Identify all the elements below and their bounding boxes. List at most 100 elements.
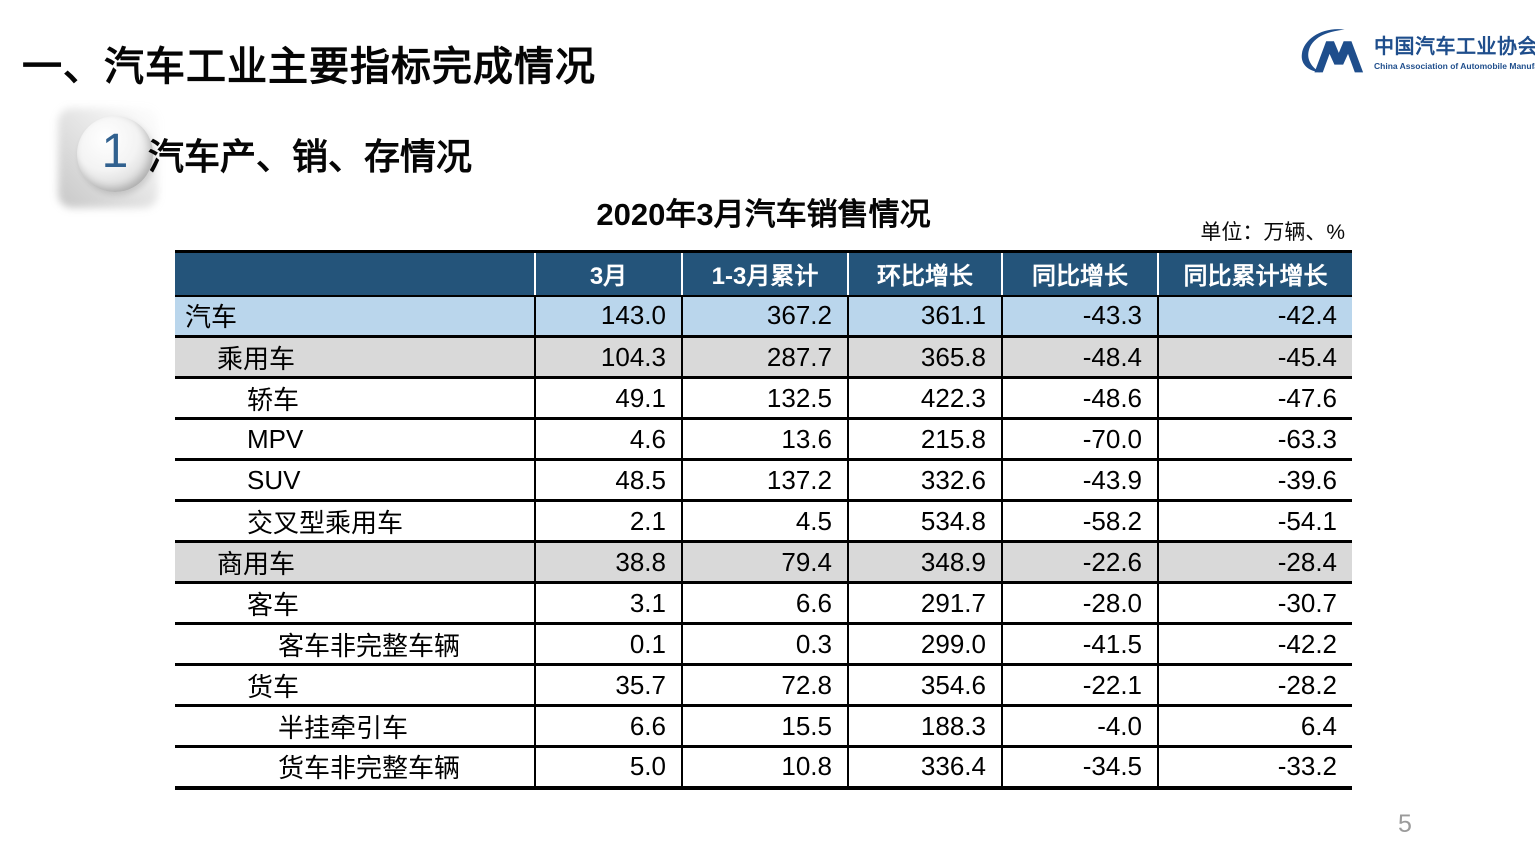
value-cell: -28.0	[1002, 582, 1159, 625]
value-cell: 5.0	[535, 746, 683, 788]
value-cell: -22.1	[1002, 664, 1159, 707]
value-cell: 0.3	[682, 623, 849, 666]
table-row: 轿车 49.1 132.5 422.3 -48.6 -47.6	[175, 377, 1352, 420]
value-cell: -54.1	[1158, 500, 1352, 543]
value-cell: 299.0	[848, 623, 1003, 666]
row-label: 轿车	[175, 377, 536, 420]
value-cell: 137.2	[682, 459, 849, 502]
table-row: 客车非完整车辆 0.1 0.3 299.0 -41.5 -42.2	[175, 623, 1352, 666]
value-cell: 188.3	[848, 705, 1003, 748]
table-row: SUV 48.5 137.2 332.6 -43.9 -39.6	[175, 459, 1352, 502]
value-cell: 6.4	[1158, 705, 1352, 748]
section-title: 汽车产、销、存情况	[148, 136, 473, 177]
value-cell: -47.6	[1158, 377, 1352, 420]
table-body: 汽车 143.0 367.2 361.1 -43.3 -42.4 乘用车 104.3 287.7…	[175, 295, 1352, 788]
value-cell: 49.1	[535, 377, 683, 420]
table-row: 交叉型乘用车 2.1 4.5 534.8 -58.2 -54.1	[175, 500, 1352, 543]
value-cell: 287.7	[682, 336, 849, 379]
value-cell: 15.5	[682, 705, 849, 748]
value-cell: -63.3	[1158, 418, 1352, 461]
value-cell: 104.3	[535, 336, 683, 379]
unit-label: 单位：万辆、%	[1200, 221, 1345, 244]
value-cell: -41.5	[1002, 623, 1159, 666]
value-cell: 48.5	[535, 459, 683, 502]
value-cell: 422.3	[848, 377, 1003, 420]
table-row: 货车非完整车辆 5.0 10.8 336.4 -34.5 -33.2	[175, 746, 1352, 788]
value-cell: -70.0	[1002, 418, 1159, 461]
value-cell: 35.7	[535, 664, 683, 707]
page-number: 5	[1398, 810, 1412, 838]
value-cell: -48.4	[1002, 336, 1159, 379]
value-cell: 291.7	[848, 582, 1003, 625]
table-title: 2020年3月汽车销售情况	[596, 197, 931, 232]
value-cell: 10.8	[682, 746, 849, 788]
value-cell: 72.8	[682, 664, 849, 707]
value-cell: 13.6	[682, 418, 849, 461]
value-cell: 6.6	[682, 582, 849, 625]
value-cell: 361.1	[848, 295, 1003, 338]
value-cell: -43.3	[1002, 295, 1159, 338]
table-row: 客车 3.1 6.6 291.7 -28.0 -30.7	[175, 582, 1352, 625]
table-header-row: 3月 1-3月累计 环比增长 同比增长 同比累计增长	[175, 251, 1352, 297]
table-row: MPV 4.6 13.6 215.8 -70.0 -63.3	[175, 418, 1352, 461]
column-header-label	[175, 251, 536, 297]
caam-logo-icon	[1301, 29, 1364, 73]
table-row: 商用车 38.8 79.4 348.9 -22.6 -28.4	[175, 541, 1352, 584]
caam-logo: 中国汽车工业协会 China Association of Automobile…	[1298, 26, 1535, 74]
row-label: 商用车	[175, 541, 536, 584]
table-row: 乘用车 104.3 287.7 365.8 -48.4 -45.4	[175, 336, 1352, 379]
row-label: 乘用车	[175, 336, 536, 379]
value-cell: 4.5	[682, 500, 849, 543]
value-cell: -33.2	[1158, 746, 1352, 788]
row-label: SUV	[175, 459, 536, 502]
value-cell: 143.0	[535, 295, 683, 338]
value-cell: -4.0	[1002, 705, 1159, 748]
value-cell: 132.5	[682, 377, 849, 420]
value-cell: -45.4	[1158, 336, 1352, 379]
value-cell: -28.4	[1158, 541, 1352, 584]
value-cell: -30.7	[1158, 582, 1352, 625]
logo-name-en: China Association of Automobile Manufact…	[1374, 60, 1535, 71]
value-cell: 0.1	[535, 623, 683, 666]
table-row: 半挂牵引车 6.6 15.5 188.3 -4.0 6.4	[175, 705, 1352, 748]
value-cell: -34.5	[1002, 746, 1159, 788]
table-row: 汽车 143.0 367.2 361.1 -43.3 -42.4	[175, 295, 1352, 338]
row-label: MPV	[175, 418, 536, 461]
section-number: 1	[101, 125, 129, 178]
value-cell: 2.1	[535, 500, 683, 543]
value-cell: 79.4	[682, 541, 849, 584]
value-cell: -22.6	[1002, 541, 1159, 584]
value-cell: 4.6	[535, 418, 683, 461]
value-cell: 367.2	[682, 295, 849, 338]
value-cell: -42.2	[1158, 623, 1352, 666]
column-header-yoy-growth: 同比增长	[1002, 251, 1159, 297]
value-cell: 332.6	[848, 459, 1003, 502]
column-header-yoy-cum-growth: 同比累计增长	[1158, 251, 1352, 297]
value-cell: -39.6	[1158, 459, 1352, 502]
column-header-march: 3月	[535, 251, 683, 297]
value-cell: 354.6	[848, 664, 1003, 707]
row-label: 汽车	[175, 295, 536, 338]
row-label: 交叉型乘用车	[175, 500, 536, 543]
column-header-mom-growth: 环比增长	[848, 251, 1003, 297]
logo-name-cn: 中国汽车工业协会	[1374, 35, 1535, 58]
logo-text: 中国汽车工业协会 China Association of Automobile…	[1374, 30, 1535, 71]
section-number-badge: 1	[77, 116, 153, 192]
value-cell: 38.8	[535, 541, 683, 584]
value-cell: 336.4	[848, 746, 1003, 788]
table-row: 货车 35.7 72.8 354.6 -22.1 -28.2	[175, 664, 1352, 707]
value-cell: -48.6	[1002, 377, 1159, 420]
value-cell: 215.8	[848, 418, 1003, 461]
value-cell: -28.2	[1158, 664, 1352, 707]
value-cell: -42.4	[1158, 295, 1352, 338]
row-label: 客车	[175, 582, 536, 625]
sales-table: 3月 1-3月累计 环比增长 同比增长 同比累计增长 汽车 143.0 367.2 3…	[175, 250, 1352, 790]
page-title: 一、汽车工业主要指标完成情况	[22, 45, 596, 89]
value-cell: -58.2	[1002, 500, 1159, 543]
value-cell: 3.1	[535, 582, 683, 625]
column-header-ytd: 1-3月累计	[682, 251, 849, 297]
value-cell: 365.8	[848, 336, 1003, 379]
value-cell: 534.8	[848, 500, 1003, 543]
value-cell: 348.9	[848, 541, 1003, 584]
